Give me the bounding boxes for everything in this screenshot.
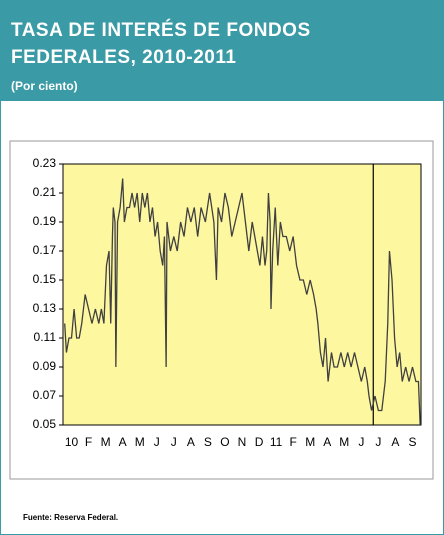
x-tick-label: 10 [65,435,79,449]
x-tick-label: O [220,435,229,449]
x-tick-label: D [255,435,264,449]
y-tick-label: 0.05 [33,417,57,431]
y-tick-label: 0.07 [33,388,57,402]
subtitle: (Por ciento) [11,79,78,93]
y-tick-label: 0.23 [33,156,57,170]
x-tick-label: F [85,435,92,449]
y-tick-label: 0.21 [33,185,57,199]
line-series [64,178,421,426]
x-tick-label: A [323,435,331,449]
source: Fuente: Reserva Federal. [23,513,119,522]
x-tick-label: J [171,435,177,449]
x-tick-label: S [204,435,212,449]
x-tick-label: A [391,435,399,449]
y-tick-label: 0.17 [33,243,57,257]
y-tick-label: 0.09 [33,359,57,373]
x-tick-label: A [187,435,195,449]
x-tick-label: F [289,435,296,449]
chart-title: TASA DE INTERÉS DE FONDOS FEDERALES, 201… [11,20,311,68]
x-tick-label: M [339,435,349,449]
x-tick-label: M [101,435,111,449]
x-tick-label: J [375,435,381,449]
y-tick-label: 0.15 [33,272,57,286]
x-tick-label: N [238,435,247,449]
header: TASA DE INTERÉS DE FONDOS FEDERALES, 201… [1,1,443,101]
x-tick-label: M [305,435,315,449]
chart: 0.05 0.07 0.09 0.11 0.13 0.15 0.17 0.19 0.21 0.23… [9,140,434,480]
y-tick-label: 0.13 [33,301,57,315]
x-tick-label: M [135,435,145,449]
x-tick-label: J [154,435,160,449]
x-tick-label: S [408,435,416,449]
x-tick-label: A [119,435,127,449]
chart-frame [9,140,434,480]
y-tick-label: 0.11 [34,330,57,344]
y-tick-label: 0.19 [33,214,57,228]
x-tick-label: 11 [270,435,283,449]
x-tick-label: J [358,435,364,449]
